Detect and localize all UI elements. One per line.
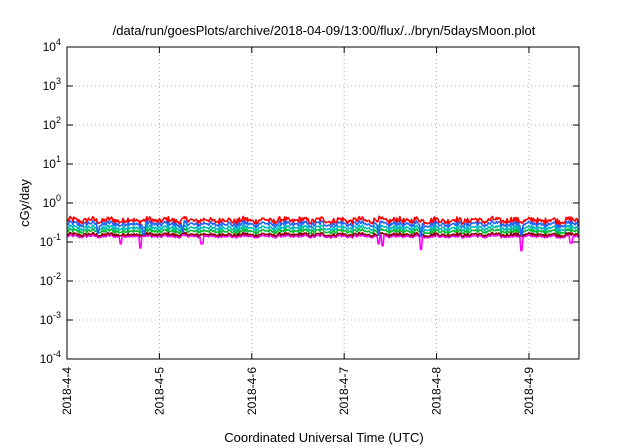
grid-lines (66, 47, 579, 359)
series-line (66, 227, 580, 235)
series-line (66, 219, 580, 238)
series-line (66, 233, 580, 252)
x-tick-label: 2018-4-6 (245, 367, 259, 415)
series-line (66, 215, 580, 226)
y-axis-label: cGy/day (17, 179, 32, 227)
x-axis-label: Coordinated Universal Time (UTC) (224, 430, 423, 445)
y-tick-label: 103 (43, 76, 61, 93)
y-tick-label: 10-4 (40, 349, 61, 366)
x-tick-label: 2018-4-8 (430, 367, 444, 415)
x-tick-label: 2018-4-7 (337, 367, 351, 415)
y-tick-label: 10-3 (40, 310, 61, 327)
series-line (66, 231, 580, 238)
x-tick-label: 2018-4-5 (152, 367, 166, 415)
series-line (66, 224, 580, 232)
x-tick-label: 2018-4-4 (60, 367, 74, 415)
y-axis: 10-4 10-3 10-2 10-1 100 101 102 103 104 (40, 37, 579, 366)
y-tick-label: 10-2 (40, 271, 61, 288)
x-tick-label: 2018-4-9 (522, 367, 536, 415)
y-tick-label: 102 (43, 115, 61, 132)
y-tick-label: 104 (43, 37, 61, 54)
x-axis: 2018-4-4 2018-4-5 2018-4-6 2018-4-7 2018-4-8… (60, 47, 536, 415)
y-tick-label: 100 (43, 193, 61, 210)
y-tick-label: 101 (43, 154, 61, 171)
y-tick-label: 10-1 (40, 232, 61, 249)
chart-title: /data/run/goesPlots/archive/2018-04-09/1… (113, 23, 536, 38)
series-lines (66, 215, 580, 252)
